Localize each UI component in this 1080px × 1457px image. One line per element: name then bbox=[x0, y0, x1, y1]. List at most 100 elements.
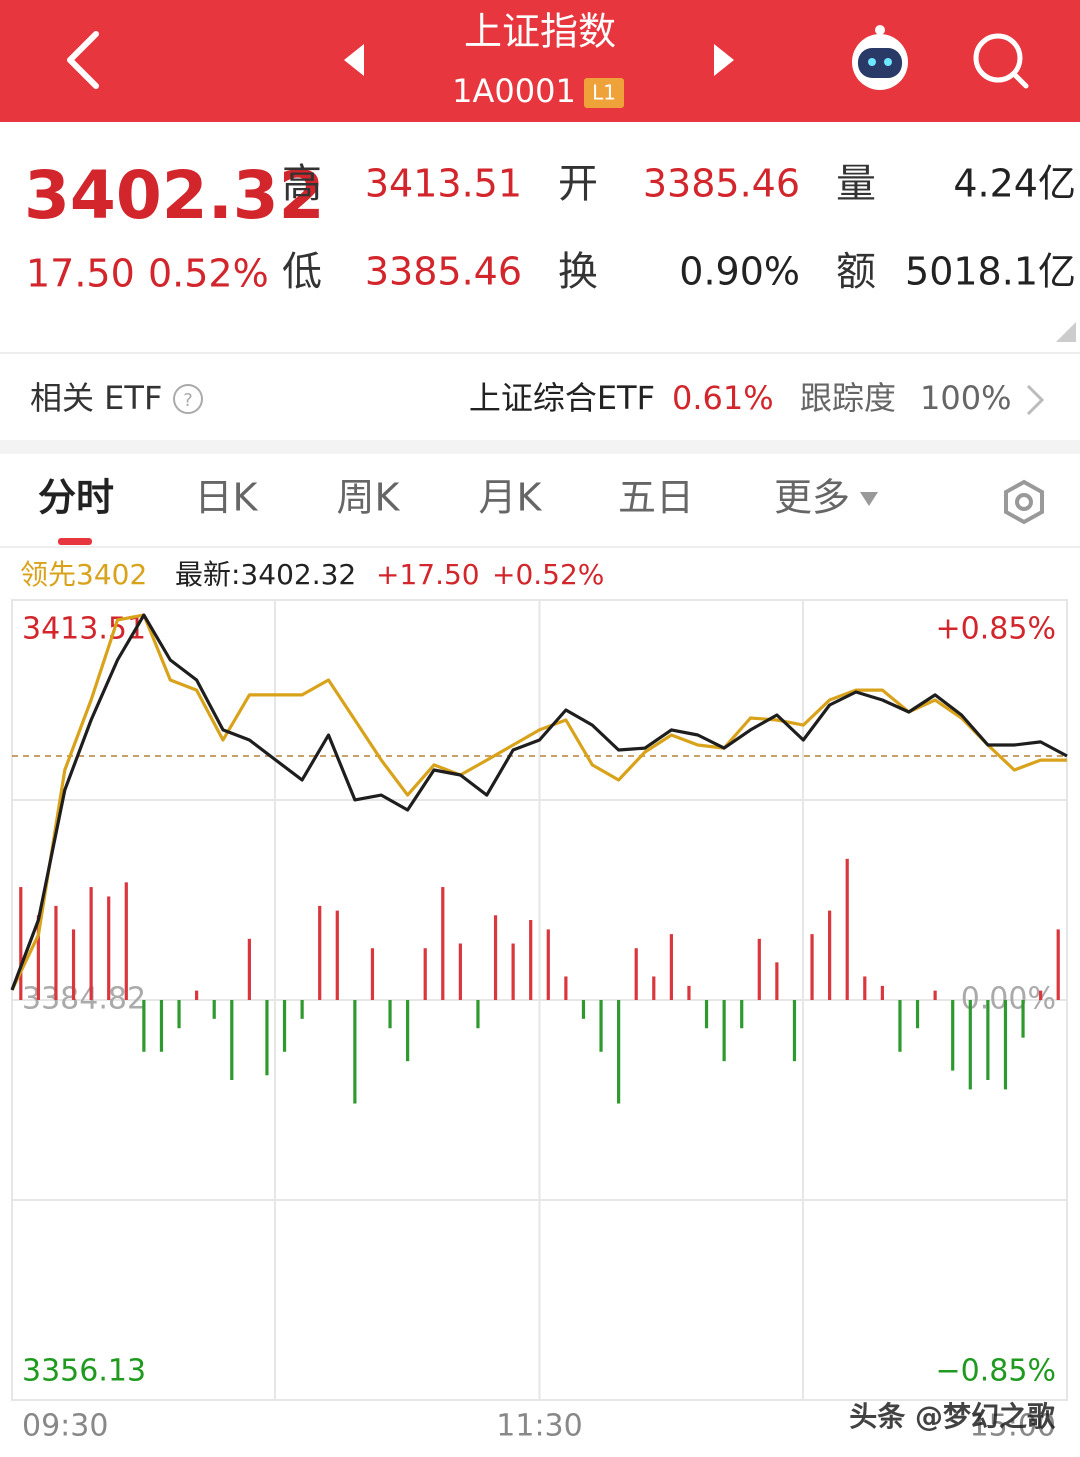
bar bbox=[845, 858, 849, 1000]
info-label: 最新:3402.32 bbox=[175, 558, 356, 591]
bar bbox=[335, 910, 339, 1000]
stock-code: 1A0001 bbox=[452, 72, 576, 110]
tab[interactable]: 更多 bbox=[774, 476, 850, 520]
bar bbox=[564, 976, 568, 1000]
bar bbox=[617, 1000, 621, 1104]
bar bbox=[757, 938, 761, 1000]
price-line bbox=[10, 613, 1067, 991]
bar bbox=[406, 1000, 410, 1062]
bar bbox=[458, 943, 462, 1000]
etf-pct: 0.61% bbox=[672, 379, 774, 417]
stat-value: 4.24亿 bbox=[953, 162, 1076, 206]
bar bbox=[247, 938, 251, 1000]
tabs: 分时 日K 周K 月K 五日 更多 bbox=[38, 476, 878, 520]
bar bbox=[353, 1000, 357, 1104]
bar bbox=[828, 910, 832, 1000]
etf-name: 上证综合ETF bbox=[469, 379, 655, 417]
bar bbox=[968, 1000, 972, 1090]
bar bbox=[230, 1000, 234, 1080]
stat-label: 量 bbox=[836, 161, 876, 207]
bar bbox=[370, 948, 375, 1000]
assistant-button[interactable] bbox=[852, 25, 908, 90]
stat-value: 3385.46 bbox=[365, 250, 522, 294]
bar bbox=[933, 990, 937, 1000]
prev-button[interactable] bbox=[344, 44, 364, 76]
bar bbox=[704, 1000, 709, 1029]
stat-value: 5018.1亿 bbox=[905, 250, 1076, 294]
x-tick-label: 09:30 bbox=[22, 1409, 108, 1444]
bar bbox=[880, 985, 884, 1000]
next-button[interactable] bbox=[714, 44, 734, 76]
stat-label: 开 bbox=[558, 161, 598, 207]
price-change: 17.50 bbox=[26, 252, 135, 296]
dropdown-arrow bbox=[860, 492, 878, 506]
y-tick-label: 3356.13 bbox=[22, 1354, 146, 1389]
price-line bbox=[10, 613, 1068, 991]
bar bbox=[282, 1000, 287, 1052]
bar bbox=[810, 934, 814, 1000]
stat-label: 低 bbox=[282, 249, 322, 295]
info-label: +0.52% bbox=[492, 558, 604, 591]
section-gap bbox=[0, 440, 1080, 454]
y2-tick-label: −0.85% bbox=[936, 1354, 1056, 1389]
bar bbox=[54, 905, 58, 1000]
bar bbox=[441, 887, 445, 1000]
watermark: 头条 @梦幻之歌 bbox=[849, 1400, 1056, 1433]
info-label: +17.50 bbox=[376, 558, 480, 591]
bar bbox=[634, 948, 638, 1000]
tab[interactable]: 五日 bbox=[618, 476, 694, 520]
tab[interactable]: 分时 bbox=[38, 476, 114, 520]
settings-button[interactable] bbox=[1004, 479, 1044, 525]
bar bbox=[318, 905, 322, 1000]
bar bbox=[1021, 1000, 1025, 1038]
tab[interactable]: 周K bbox=[337, 476, 401, 520]
stat-label: 换 bbox=[558, 249, 598, 295]
help-icon-glyph: ? bbox=[183, 390, 193, 411]
bar bbox=[195, 990, 199, 1000]
bar bbox=[652, 976, 656, 1000]
last-price: 3402.32 bbox=[24, 157, 325, 234]
bar bbox=[493, 915, 498, 1000]
bar bbox=[898, 1000, 902, 1052]
x-tick-label: 15:00 bbox=[970, 1409, 1056, 1444]
bar bbox=[722, 1000, 726, 1062]
bar bbox=[1056, 929, 1060, 1000]
bar bbox=[300, 1000, 304, 1019]
track-label: 跟踪度 bbox=[800, 379, 896, 417]
price-change-pct: 0.52% bbox=[148, 252, 269, 296]
bar bbox=[546, 929, 550, 1000]
bar bbox=[915, 1000, 920, 1029]
stat-value: 0.90% bbox=[679, 250, 800, 294]
bar bbox=[581, 1000, 586, 1019]
track-value: 100% bbox=[920, 379, 1011, 417]
bar bbox=[740, 1000, 744, 1029]
bar bbox=[71, 929, 76, 1000]
bar bbox=[36, 915, 40, 1000]
tab[interactable]: 月K bbox=[479, 476, 543, 520]
chevron bbox=[1026, 384, 1045, 416]
bar bbox=[265, 1000, 269, 1076]
y2-tick-label: +0.85% bbox=[936, 612, 1056, 647]
bar bbox=[19, 887, 23, 1000]
search-button[interactable] bbox=[973, 33, 1029, 89]
etf-row[interactable]: 相关 ETF ? 上证综合ETF 0.61% 跟踪度 100% bbox=[30, 379, 1045, 417]
bar bbox=[687, 985, 691, 1000]
back-button[interactable] bbox=[67, 31, 99, 89]
corner-mark bbox=[1056, 322, 1076, 342]
bar bbox=[142, 1000, 146, 1052]
stock-title: 上证指数 bbox=[464, 10, 616, 54]
help-icon bbox=[173, 384, 203, 414]
badge-bg bbox=[584, 78, 624, 108]
bar bbox=[159, 1000, 164, 1052]
bar bbox=[107, 896, 111, 1000]
bar bbox=[669, 934, 673, 1000]
bar bbox=[951, 1000, 955, 1071]
bar bbox=[529, 920, 533, 1000]
stat-value: 3385.46 bbox=[643, 162, 800, 206]
stat-label: 高 bbox=[282, 161, 322, 207]
tab[interactable]: 日K bbox=[195, 476, 259, 520]
stat-label: 额 bbox=[836, 249, 876, 295]
